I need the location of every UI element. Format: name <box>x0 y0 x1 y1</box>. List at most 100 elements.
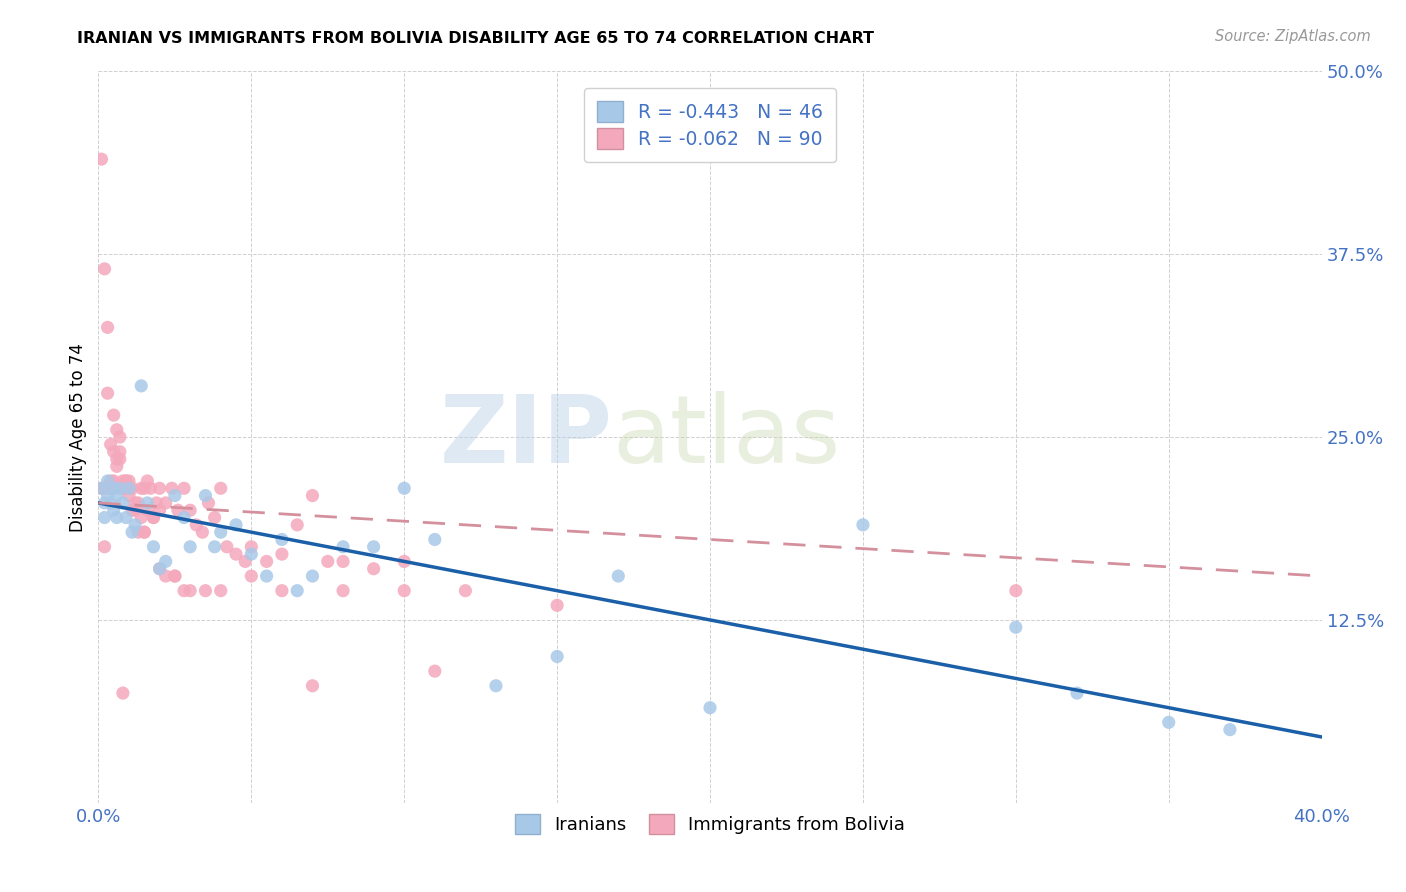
Point <box>270 583 292 598</box>
Point <box>145 496 167 510</box>
Point <box>363 562 385 576</box>
Point <box>124 517 146 532</box>
Point <box>209 583 232 598</box>
Point <box>105 452 128 467</box>
Point <box>546 649 568 664</box>
Point <box>103 444 125 458</box>
Point <box>108 452 131 467</box>
Text: IRANIAN VS IMMIGRANTS FROM BOLIVIA DISABILITY AGE 65 TO 74 CORRELATION CHART: IRANIAN VS IMMIGRANTS FROM BOLIVIA DISAB… <box>77 31 875 46</box>
Point <box>129 481 152 495</box>
Point <box>93 540 115 554</box>
Point <box>160 481 183 495</box>
Point <box>149 503 172 517</box>
Point <box>142 510 165 524</box>
Point <box>105 423 128 437</box>
Point <box>97 489 120 503</box>
Point <box>93 510 115 524</box>
Point <box>100 496 122 510</box>
Point <box>270 547 292 561</box>
Point <box>100 481 122 495</box>
Point <box>167 503 190 517</box>
Point <box>115 474 138 488</box>
Point <box>127 496 149 510</box>
Point <box>100 474 122 488</box>
Point <box>108 430 131 444</box>
Text: ZIP: ZIP <box>439 391 612 483</box>
Point <box>93 481 115 495</box>
Point <box>392 583 416 598</box>
Point <box>103 474 125 488</box>
Point <box>90 481 112 495</box>
Point <box>423 664 446 678</box>
Point <box>149 562 172 576</box>
Point <box>163 569 186 583</box>
Point <box>97 474 120 488</box>
Point <box>129 379 152 393</box>
Point <box>105 510 128 524</box>
Point <box>204 510 226 524</box>
Point <box>454 583 477 598</box>
Point <box>115 481 138 495</box>
Point <box>118 474 141 488</box>
Point <box>121 481 143 495</box>
Point <box>197 496 219 510</box>
Point <box>699 700 721 714</box>
Point <box>155 554 177 568</box>
Point <box>103 408 125 422</box>
Point <box>129 510 152 524</box>
Point <box>546 599 568 613</box>
Point <box>93 496 115 510</box>
Point <box>1219 723 1241 737</box>
Y-axis label: Disability Age 65 to 74: Disability Age 65 to 74 <box>69 343 87 532</box>
Point <box>136 496 159 510</box>
Point <box>204 540 226 554</box>
Point <box>105 459 128 474</box>
Point <box>115 474 138 488</box>
Point <box>423 533 446 547</box>
Point <box>97 386 120 401</box>
Point <box>103 481 125 495</box>
Point <box>285 517 308 532</box>
Point <box>118 489 141 503</box>
Point <box>316 554 339 568</box>
Point <box>301 679 323 693</box>
Point <box>240 569 263 583</box>
Point <box>163 569 186 583</box>
Point <box>256 569 278 583</box>
Point <box>392 554 416 568</box>
Point <box>1066 686 1088 700</box>
Point <box>240 547 263 561</box>
Point <box>1157 715 1180 730</box>
Point <box>332 540 354 554</box>
Point <box>142 510 165 524</box>
Point <box>485 679 508 693</box>
Point <box>111 474 134 488</box>
Point <box>134 481 156 495</box>
Point <box>111 496 134 510</box>
Point <box>332 583 354 598</box>
Point <box>118 481 141 495</box>
Point <box>155 569 177 583</box>
Point <box>121 525 143 540</box>
Point <box>392 481 416 495</box>
Point <box>194 583 217 598</box>
Point <box>149 562 172 576</box>
Point <box>256 554 278 568</box>
Point <box>233 554 256 568</box>
Point <box>134 525 156 540</box>
Point <box>173 583 195 598</box>
Point <box>301 489 323 503</box>
Point <box>111 686 134 700</box>
Point <box>136 474 159 488</box>
Point <box>124 503 146 517</box>
Point <box>111 481 134 495</box>
Point <box>136 503 159 517</box>
Point <box>105 489 128 503</box>
Point <box>1004 583 1026 598</box>
Point <box>90 481 112 495</box>
Point <box>607 569 630 583</box>
Legend: Iranians, Immigrants from Bolivia: Iranians, Immigrants from Bolivia <box>508 807 912 841</box>
Point <box>124 496 146 510</box>
Point <box>332 554 354 568</box>
Point <box>173 510 195 524</box>
